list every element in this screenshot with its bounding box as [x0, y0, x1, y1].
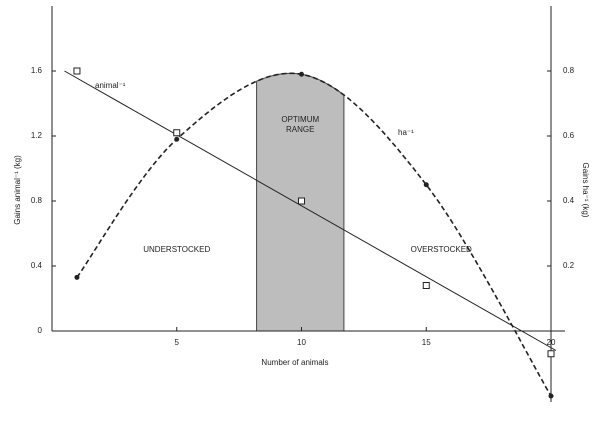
y2-axis-label: Gains ha⁻¹ (kg)	[581, 163, 590, 218]
x-axis-label: Number of animals	[261, 358, 328, 367]
y2-tick-label: 0.2	[563, 261, 575, 270]
y2-tick-label: 0.6	[563, 131, 575, 140]
square-marker	[173, 129, 181, 137]
series-label: ha⁻¹	[398, 128, 414, 137]
square-marker	[422, 282, 430, 289]
x-tick-label: 15	[422, 338, 431, 347]
y-tick-label: 0.8	[31, 196, 43, 205]
series-label: animal⁻¹	[95, 81, 126, 90]
y-tick-label: 1.6	[31, 66, 43, 75]
x-tick-label: 20	[547, 338, 556, 347]
circle-marker	[423, 182, 429, 188]
circle-marker	[548, 393, 554, 399]
y2-tick-label: 0.8	[563, 66, 575, 75]
circle-marker	[74, 274, 80, 280]
y-axis-label: Gains animal⁻¹ (kg)	[13, 155, 22, 225]
square-marker	[298, 197, 305, 205]
range-label: OPTIMUM	[281, 115, 319, 124]
y-tick-label: 0	[38, 326, 43, 335]
annotation: UNDERSTOCKED	[143, 245, 210, 254]
x-tick-label: 10	[297, 338, 306, 347]
annotation: OVERSTOCKED	[411, 245, 472, 254]
square-marker	[547, 350, 555, 358]
circle-marker	[174, 136, 180, 142]
y-tick-label: 0.4	[31, 261, 43, 270]
trend-line	[64, 70, 557, 351]
x-tick-label: 5	[175, 338, 180, 347]
y-tick-label: 1.2	[31, 131, 43, 140]
y2-tick-label: 0.4	[563, 196, 575, 205]
square-marker	[73, 67, 81, 75]
circle-marker	[299, 71, 304, 77]
range-label: RANGE	[286, 125, 314, 134]
